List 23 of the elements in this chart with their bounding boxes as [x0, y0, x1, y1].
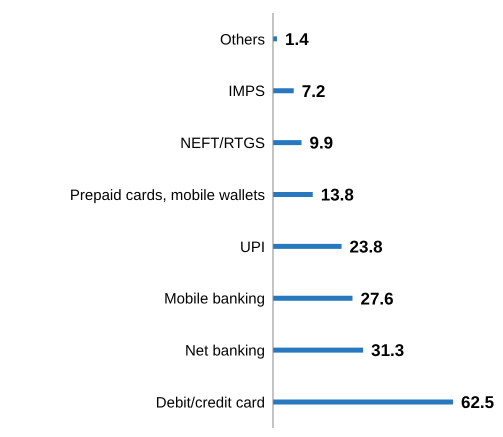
bar — [273, 88, 294, 94]
bar — [273, 296, 352, 301]
data-label: 62.5 — [461, 393, 494, 412]
y-tick-label: Prepaid cards, mobile wallets — [70, 186, 265, 204]
data-label: 13.8 — [320, 186, 354, 205]
data-label: 27.6 — [360, 289, 394, 308]
data-label: 7.2 — [302, 82, 326, 101]
data-label: 23.8 — [350, 237, 383, 256]
bar — [273, 140, 302, 146]
y-tick-label: Debit/credit card — [156, 394, 265, 412]
y-tick-label: UPI — [240, 238, 265, 256]
bar — [273, 244, 342, 249]
y-tick-label: Mobile banking — [164, 290, 265, 308]
bar — [273, 192, 313, 197]
data-label: 9.9 — [310, 134, 334, 153]
y-tick-label: Others — [220, 31, 265, 48]
y-tick-label: IMPS — [228, 83, 265, 100]
y-tick-label: NEFT/RTGS — [180, 135, 265, 152]
bar — [273, 399, 453, 404]
y-tick-label: Net banking — [184, 342, 265, 360]
data-label: 1.4 — [285, 30, 310, 49]
bar — [273, 348, 364, 353]
data-label: 31.3 — [371, 341, 404, 360]
